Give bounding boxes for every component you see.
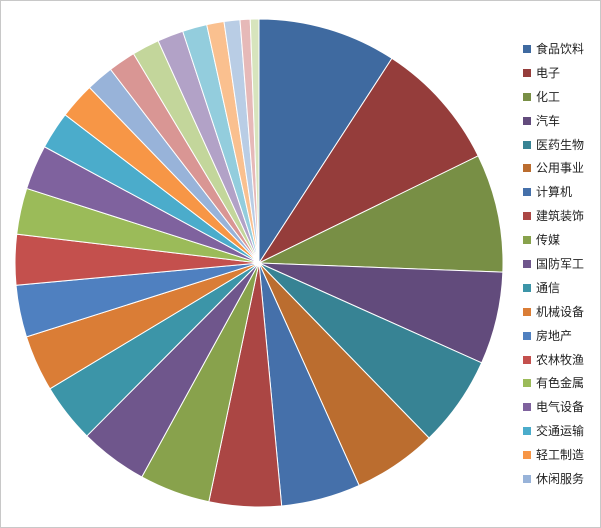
legend-item: 公用事业 (523, 156, 599, 180)
legend-item: 电子 (523, 61, 599, 85)
legend-item: 机械设备 (523, 300, 599, 324)
legend-item: 电气设备 (523, 395, 599, 419)
legend-swatch (523, 236, 531, 245)
legend-item: 通信 (523, 276, 599, 300)
legend-item: 国防军工 (523, 252, 599, 276)
legend-item: 化工 (523, 85, 599, 109)
legend-swatch (523, 331, 531, 340)
legend-swatch (523, 164, 531, 173)
legend-item: 农林牧渔 (523, 348, 599, 372)
legend-label: 房地产 (536, 328, 573, 343)
legend-item: 传媒 (523, 228, 599, 252)
legend-swatch (523, 451, 531, 460)
legend-label: 电气设备 (536, 400, 585, 415)
legend-item: 房地产 (523, 324, 599, 348)
legend-label: 建筑装饰 (536, 209, 585, 224)
pie-slice-1 (257, 57, 479, 265)
legend-swatch (523, 212, 531, 221)
legend-label: 农林牧渔 (536, 352, 585, 367)
pie-slice-0 (258, 18, 393, 265)
legend-swatch (523, 116, 531, 125)
legend-swatch (523, 92, 531, 101)
legend-label: 休闲服务 (536, 471, 585, 486)
legend-item: 汽车 (523, 109, 599, 133)
legend-swatch (523, 427, 531, 436)
legend-swatch (523, 403, 531, 412)
legend-item: 轻工制造 (523, 443, 599, 467)
legend-item: 医药生物 (523, 133, 599, 157)
legend-swatch (523, 307, 531, 316)
legend-label: 食品饮料 (536, 41, 585, 56)
legend-label: 交通运输 (536, 424, 585, 439)
legend-label: 国防军工 (536, 256, 585, 271)
pie-slice-26 (249, 18, 260, 264)
legend-label: 机械设备 (536, 304, 585, 319)
legend-swatch (523, 68, 531, 77)
legend-item: 有色金属 (523, 371, 599, 395)
legend-label: 轻工制造 (536, 448, 585, 463)
legend-item: 计算机 (523, 180, 599, 204)
legend-item: 食品饮料 (523, 37, 599, 61)
legend-label: 汽车 (536, 113, 561, 128)
pie-slice-2 (258, 155, 504, 273)
legend-label: 有色金属 (536, 376, 585, 391)
legend-label: 电子 (536, 65, 561, 80)
legend-label: 公用事业 (536, 161, 585, 176)
legend-label: 化工 (536, 89, 561, 104)
legend-item: 交通运输 (523, 419, 599, 443)
legend-swatch (523, 44, 531, 53)
legend-swatch (523, 355, 531, 364)
legend-label: 传媒 (536, 233, 561, 248)
legend-item: 休闲服务 (523, 467, 599, 491)
legend-swatch (523, 379, 531, 388)
legend-swatch (523, 140, 531, 149)
legend-swatch (523, 188, 531, 197)
legend-swatch (523, 259, 531, 268)
legend-label: 计算机 (536, 185, 573, 200)
legend-swatch (523, 474, 531, 483)
legend-label: 医药生物 (536, 137, 585, 152)
legend: 食品饮料电子化工汽车医药生物公用事业计算机建筑装饰传媒国防军工通信机械设备房地产… (523, 37, 599, 491)
legend-swatch (523, 283, 531, 292)
legend-label: 通信 (536, 280, 561, 295)
legend-item: 建筑装饰 (523, 204, 599, 228)
